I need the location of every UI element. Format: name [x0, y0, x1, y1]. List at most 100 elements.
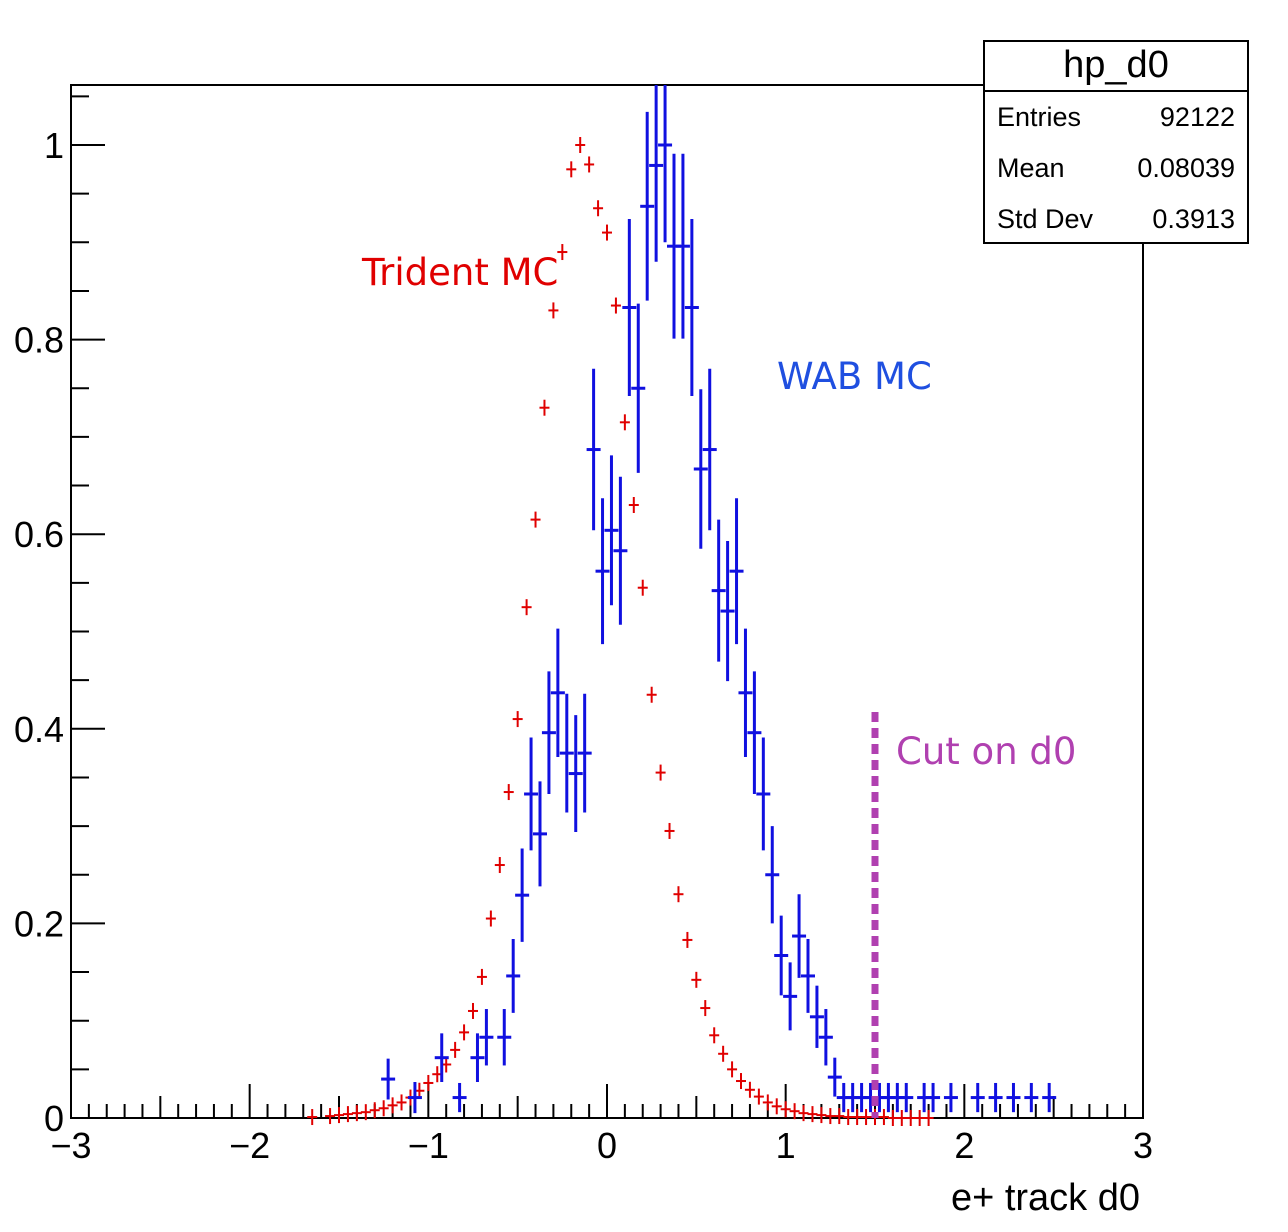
trident-point: [619, 414, 630, 431]
wab-point: [899, 1082, 914, 1113]
wab-point: [720, 541, 735, 682]
trident-point: [539, 399, 550, 416]
trident-point: [307, 1109, 318, 1126]
wab-point: [470, 1033, 485, 1082]
y-tick-label: 0.2: [14, 903, 64, 944]
wab-point: [577, 693, 592, 813]
trident-point: [789, 1103, 800, 1120]
y-tick-label: 1: [44, 125, 64, 166]
trident-point: [351, 1105, 362, 1122]
trident-point: [646, 686, 657, 703]
entries-value: 92122: [1159, 102, 1235, 132]
trident-point: [334, 1107, 344, 1124]
trident-point: [709, 1027, 720, 1044]
trident-point: [593, 200, 604, 217]
trident-point: [557, 244, 568, 261]
wab-point: [622, 218, 637, 397]
wab-point: [684, 218, 699, 397]
trident-point: [548, 302, 559, 319]
trident-point: [566, 161, 577, 178]
trident-point: [736, 1073, 746, 1090]
wab-point: [506, 938, 521, 1013]
stats-title: hp_d0: [985, 42, 1247, 92]
wab-point: [926, 1082, 941, 1113]
trident-point: [905, 1110, 916, 1126]
trident-point: [602, 224, 612, 241]
wab-point: [693, 389, 708, 549]
wab-point: [452, 1082, 467, 1113]
y-tick-label: 0.4: [14, 709, 64, 750]
wab-point: [711, 519, 726, 662]
y-tick-label: 0.8: [14, 320, 64, 361]
trident-point: [861, 1109, 872, 1126]
mean-label: Mean: [997, 153, 1065, 183]
wab-point: [649, 85, 664, 262]
trident-point: [459, 1024, 470, 1041]
trident-point: [664, 822, 675, 839]
wab-point: [559, 693, 574, 813]
wab-series: [381, 85, 1057, 1114]
trident-point: [798, 1105, 809, 1122]
wab-point: [434, 1033, 449, 1082]
wab-point: [801, 938, 815, 1013]
trident-point: [584, 156, 595, 173]
wab-point: [640, 111, 655, 301]
x-tick-label: 3: [1133, 1125, 1153, 1166]
stats-mean: Mean 0.08039: [985, 143, 1247, 194]
wab-point: [1006, 1082, 1021, 1113]
trident-point: [896, 1110, 907, 1126]
wab-point: [541, 671, 556, 794]
trident-point: [342, 1106, 353, 1123]
wab-point: [729, 498, 744, 645]
wab-point: [586, 368, 601, 531]
wab-point: [827, 1057, 842, 1097]
trident-point: [468, 1002, 478, 1019]
x-axis-label: e+ track d0: [951, 1177, 1140, 1219]
trident-point: [450, 1041, 461, 1058]
wab-point: [783, 962, 798, 1031]
wab-point: [756, 737, 771, 851]
trident-point: [369, 1102, 380, 1119]
trident-point: [852, 1109, 863, 1126]
trident-point: [396, 1094, 407, 1111]
stats-box: hp_d0 Entries 92122 Mean 0.08039 Std Dev…: [983, 40, 1249, 244]
wab-point: [631, 303, 646, 473]
trident-point: [637, 579, 648, 596]
trident-point: [691, 971, 702, 988]
wab-point: [550, 628, 565, 758]
wab-point: [702, 368, 717, 531]
wab-point: [613, 476, 628, 625]
wab-point: [479, 1009, 494, 1066]
trident-point: [655, 764, 666, 781]
wab-point: [943, 1082, 958, 1113]
wab-point: [1042, 1082, 1057, 1113]
wab-point: [970, 1082, 985, 1113]
wab-point: [747, 671, 762, 794]
wab-point: [988, 1082, 1003, 1113]
trident-point: [682, 931, 693, 948]
wab-annotation: WAB MC: [777, 355, 932, 398]
trident-point: [878, 1109, 889, 1126]
wab-point: [533, 781, 547, 887]
y-tick-label: 0.6: [14, 514, 64, 555]
mean-value: 0.08039: [1137, 153, 1235, 183]
stats-entries: Entries 92122: [985, 92, 1247, 143]
cut-annotation: Cut on d0: [896, 730, 1077, 773]
x-tick-label: 0: [597, 1125, 617, 1166]
x-tick-label: −1: [408, 1125, 449, 1166]
trident-point: [762, 1094, 773, 1111]
wab-point: [792, 894, 807, 978]
x-tick-label: 1: [776, 1125, 796, 1166]
trident-point: [834, 1108, 845, 1125]
trident-point: [771, 1098, 782, 1115]
trident-point: [521, 599, 532, 616]
trident-point: [727, 1061, 738, 1078]
trident-point: [843, 1109, 854, 1126]
trident-point: [914, 1110, 925, 1126]
trident-point: [512, 711, 523, 728]
stats-std: Std Dev 0.3913: [985, 194, 1247, 245]
wab-point: [568, 715, 583, 832]
trident-point: [325, 1108, 336, 1125]
trident-point: [485, 910, 496, 927]
x-tick-label: −2: [229, 1125, 270, 1166]
